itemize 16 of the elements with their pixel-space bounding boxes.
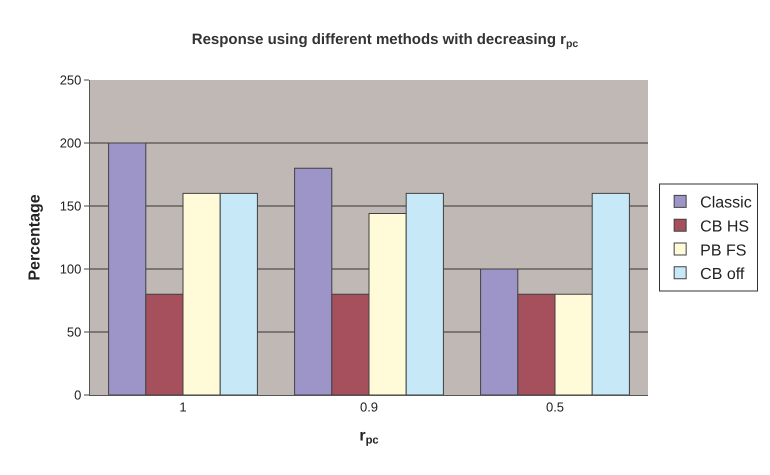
x-tick-label: 0.5 (546, 400, 564, 415)
y-tick-label: 150 (60, 198, 82, 214)
y-tick-label: 100 (60, 262, 82, 277)
chart-title: Response using different methods with decreasing r$_{pc}$ (192, 30, 578, 50)
x-axis-title: r$_{pc}$ (359, 427, 379, 447)
y-tick-label: 250 (60, 72, 82, 88)
x-tick-label: 0.9 (360, 400, 378, 415)
y-axis-title: Percentage (26, 194, 44, 281)
y-tick-label: 0 (74, 388, 82, 403)
legend-label: CB off (700, 266, 745, 284)
y-tick-label: 200 (60, 136, 82, 151)
legend-label: CB HS (700, 218, 750, 236)
legend-label: Classic (700, 194, 752, 212)
y-tick-label: 50 (66, 324, 82, 340)
x-tick-label: 1 (179, 400, 187, 415)
legend-label: PB FS (700, 242, 746, 260)
